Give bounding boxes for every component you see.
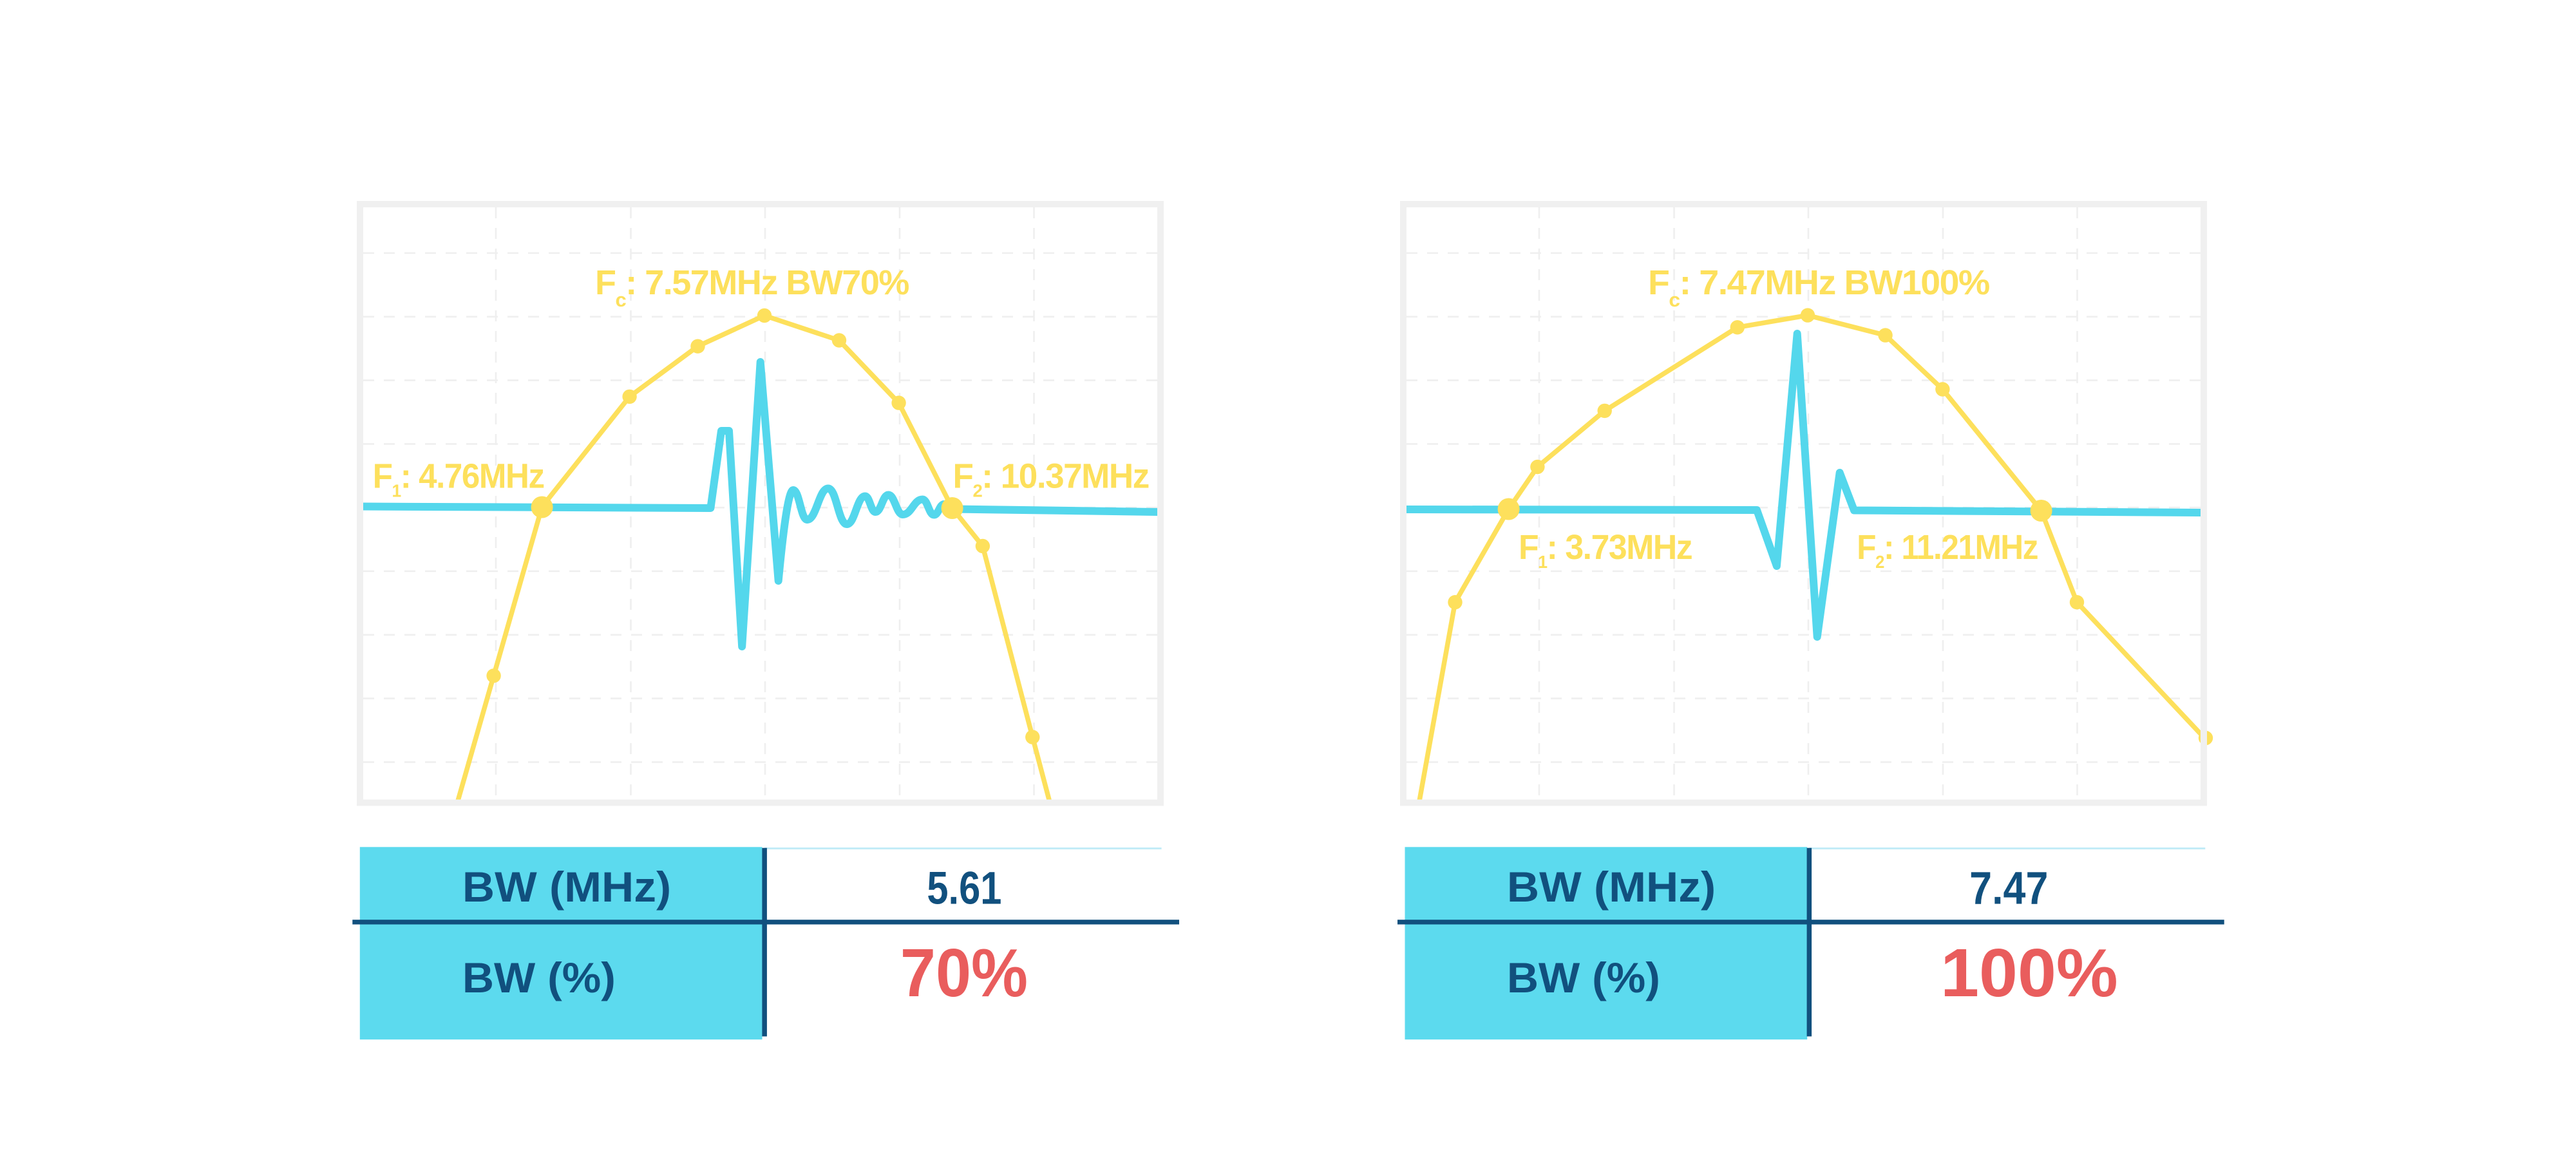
svg-text:70%: 70% [900,934,1028,1011]
svg-text:F2: 11.21MHz: F2: 11.21MHz [1857,527,2038,572]
svg-text:5.61: 5.61 [927,862,1001,913]
svg-text:7.47: 7.47 [1969,863,2048,914]
svg-text:F1: 3.73MHz: F1: 3.73MHz [1519,528,1692,572]
svg-text:100%: 100% [1940,934,2118,1011]
svg-text:BW (%): BW (%) [1507,954,1660,1002]
svg-text:BW (MHz): BW (MHz) [1507,864,1716,911]
svg-text:BW (%): BW (%) [462,954,616,1002]
svg-text:BW (MHz): BW (MHz) [462,864,671,911]
svg-text:F2: 10.37MHz: F2: 10.37MHz [953,457,1149,500]
svg-text:F1: 4.76MHz: F1: 4.76MHz [373,457,544,500]
